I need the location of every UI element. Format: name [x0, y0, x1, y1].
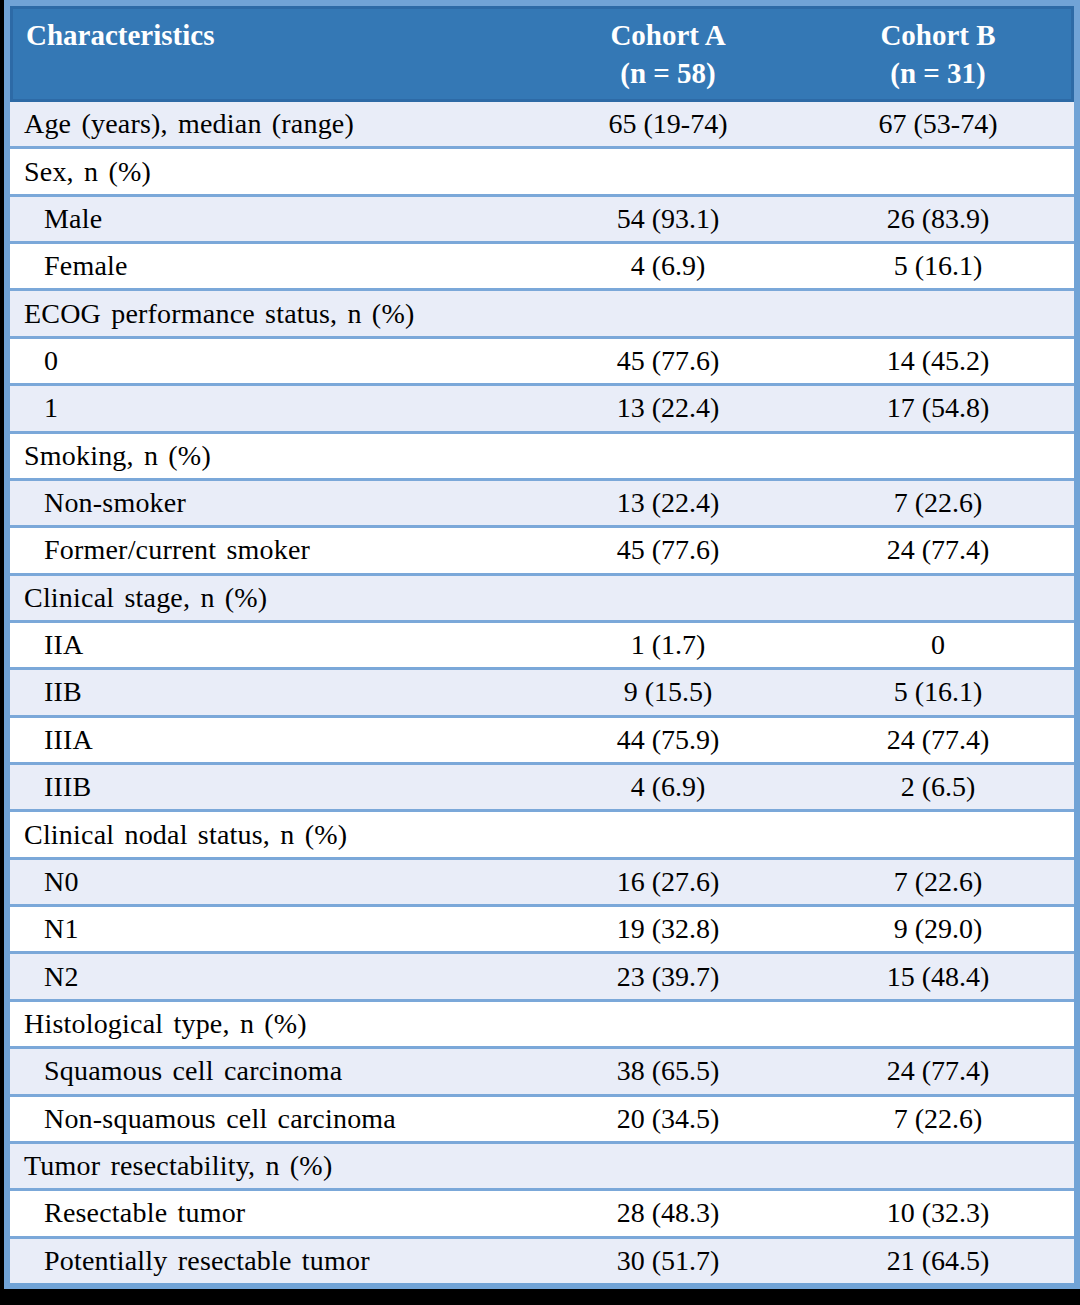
cohort-a-value: 13 (22.4) [534, 392, 802, 424]
table-header-row: Characteristics Cohort A (n = 58) Cohort… [10, 6, 1074, 102]
cohort-b-value: 24 (77.4) [802, 724, 1074, 756]
characteristic-label: Squamous cell carcinoma [10, 1055, 534, 1087]
characteristic-label: Former/current smoker [10, 534, 534, 566]
table-row: Female 4 (6.9) 5 (16.1) [10, 241, 1074, 288]
cohort-b-value: 67 (53-74) [802, 108, 1074, 140]
cohort-a-value: 44 (75.9) [534, 724, 802, 756]
characteristic-label: IIB [10, 676, 534, 708]
characteristic-label: Histological type, n (%) [10, 1008, 534, 1040]
table-row: Sex, n (%) [10, 146, 1074, 193]
table-row: Potentially resectable tumor 30 (51.7) 2… [10, 1236, 1074, 1283]
cohort-a-value: 9 (15.5) [534, 676, 802, 708]
characteristic-label: IIA [10, 629, 534, 661]
table-row: ECOG performance status, n (%) [10, 288, 1074, 335]
characteristic-label: N1 [10, 913, 534, 945]
header-characteristics-label: Characteristics [26, 20, 214, 52]
characteristic-label: Sex, n (%) [10, 156, 534, 188]
cohort-a-value: 28 (48.3) [534, 1197, 802, 1229]
cohort-a-value: 16 (27.6) [534, 866, 802, 898]
table-row: Squamous cell carcinoma 38 (65.5) 24 (77… [10, 1046, 1074, 1093]
cohort-b-value: 21 (64.5) [802, 1245, 1074, 1277]
cohort-a-value: 4 (6.9) [534, 250, 802, 282]
table-row: IIIA 44 (75.9) 24 (77.4) [10, 715, 1074, 762]
cohort-a-value: 45 (77.6) [534, 345, 802, 377]
table-row: 0 45 (77.6) 14 (45.2) [10, 336, 1074, 383]
characteristic-label: ECOG performance status, n (%) [10, 298, 534, 330]
characteristic-label: N0 [10, 866, 534, 898]
table-row: Male 54 (93.1) 26 (83.9) [10, 194, 1074, 241]
cohort-b-value: 17 (54.8) [802, 392, 1074, 424]
characteristic-label: Smoking, n (%) [10, 440, 534, 472]
cohort-b-value: 5 (16.1) [802, 676, 1074, 708]
header-cohort-a-n: (n = 58) [620, 58, 715, 90]
header-cohort-b-name: Cohort B [880, 20, 995, 52]
cohort-a-value: 38 (65.5) [534, 1055, 802, 1087]
table-row: Tumor resectability, n (%) [10, 1141, 1074, 1188]
table-row: N2 23 (39.7) 15 (48.4) [10, 951, 1074, 998]
cohort-b-value: 2 (6.5) [802, 771, 1074, 803]
characteristic-label: Non-squamous cell carcinoma [10, 1103, 534, 1135]
characteristic-label: 0 [10, 345, 534, 377]
characteristic-label: Clinical stage, n (%) [10, 582, 534, 614]
table-row: Smoking, n (%) [10, 431, 1074, 478]
cohort-a-value: 65 (19-74) [534, 108, 802, 140]
cohort-a-value: 20 (34.5) [534, 1103, 802, 1135]
characteristic-label: Male [10, 203, 534, 235]
cohort-b-value: 7 (22.6) [802, 487, 1074, 519]
cohort-a-value: 30 (51.7) [534, 1245, 802, 1277]
header-cohort-a-name: Cohort A [610, 20, 725, 52]
cohort-b-value: 7 (22.6) [802, 866, 1074, 898]
cohort-b-value: 24 (77.4) [802, 534, 1074, 566]
cohort-b-value: 26 (83.9) [802, 203, 1074, 235]
cohort-b-value: 7 (22.6) [802, 1103, 1074, 1135]
header-cohort-b: Cohort B (n = 31) [802, 6, 1074, 102]
cohort-b-value: 0 [802, 629, 1074, 661]
cohort-b-value: 5 (16.1) [802, 250, 1074, 282]
characteristic-label: Potentially resectable tumor [10, 1245, 534, 1277]
header-cohort-a: Cohort A (n = 58) [534, 6, 802, 102]
cohort-a-value: 13 (22.4) [534, 487, 802, 519]
characteristics-table: Characteristics Cohort A (n = 58) Cohort… [4, 0, 1080, 1289]
characteristic-label: IIIA [10, 724, 534, 756]
cohort-b-value: 15 (48.4) [802, 961, 1074, 993]
table-row: Former/current smoker 45 (77.6) 24 (77.4… [10, 525, 1074, 572]
table-row: Non-squamous cell carcinoma 20 (34.5) 7 … [10, 1094, 1074, 1141]
characteristic-label: Non-smoker [10, 487, 534, 519]
characteristic-label: Tumor resectability, n (%) [10, 1150, 534, 1182]
header-cohort-b-n: (n = 31) [890, 58, 985, 90]
cohort-a-value: 23 (39.7) [534, 961, 802, 993]
table-row: Clinical nodal status, n (%) [10, 809, 1074, 856]
table-row: Non-smoker 13 (22.4) 7 (22.6) [10, 478, 1074, 525]
table-row: IIIB 4 (6.9) 2 (6.5) [10, 762, 1074, 809]
cohort-b-value: 14 (45.2) [802, 345, 1074, 377]
table-row: IIB 9 (15.5) 5 (16.1) [10, 667, 1074, 714]
table-row: Age (years), median (range) 65 (19-74) 6… [10, 102, 1074, 146]
table-row: Histological type, n (%) [10, 999, 1074, 1046]
characteristic-label: Age (years), median (range) [10, 108, 534, 140]
header-characteristics: Characteristics [10, 6, 534, 102]
cohort-b-value: 10 (32.3) [802, 1197, 1074, 1229]
table-row: Clinical stage, n (%) [10, 573, 1074, 620]
cohort-a-value: 4 (6.9) [534, 771, 802, 803]
characteristic-label: IIIB [10, 771, 534, 803]
characteristic-label: Resectable tumor [10, 1197, 534, 1229]
cohort-a-value: 1 (1.7) [534, 629, 802, 661]
characteristic-label: Female [10, 250, 534, 282]
table-row: Resectable tumor 28 (48.3) 10 (32.3) [10, 1188, 1074, 1235]
characteristic-label: Clinical nodal status, n (%) [10, 819, 534, 851]
characteristic-label: 1 [10, 392, 534, 424]
cohort-a-value: 19 (32.8) [534, 913, 802, 945]
cohort-b-value: 9 (29.0) [802, 913, 1074, 945]
cohort-b-value: 24 (77.4) [802, 1055, 1074, 1087]
table-row: IIA 1 (1.7) 0 [10, 620, 1074, 667]
cohort-a-value: 45 (77.6) [534, 534, 802, 566]
table-row: N0 16 (27.6) 7 (22.6) [10, 857, 1074, 904]
cohort-a-value: 54 (93.1) [534, 203, 802, 235]
characteristic-label: N2 [10, 961, 534, 993]
table-row: N1 19 (32.8) 9 (29.0) [10, 904, 1074, 951]
table-row: 1 13 (22.4) 17 (54.8) [10, 383, 1074, 430]
table-body: Age (years), median (range) 65 (19-74) 6… [10, 102, 1074, 1283]
